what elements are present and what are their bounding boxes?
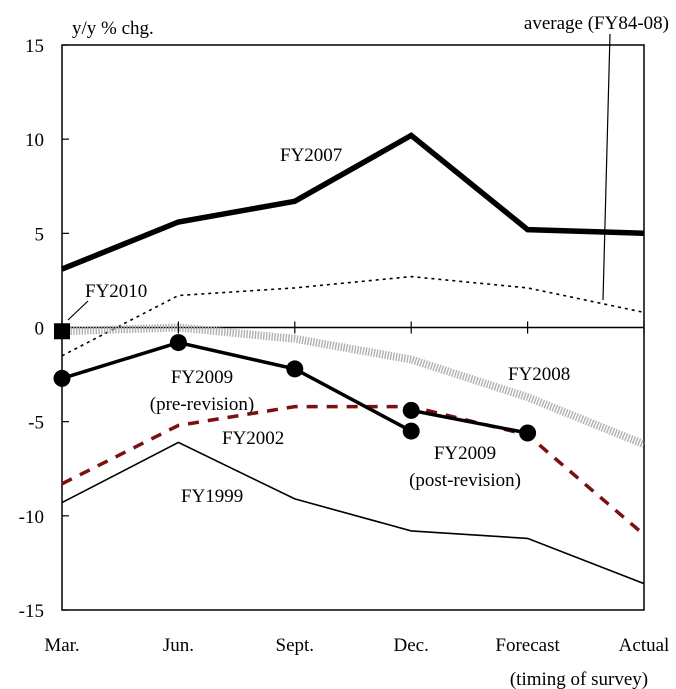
series-label-fy2002: FY2002: [222, 428, 284, 449]
series-line-average-fy84-08: [61, 275, 645, 357]
series-label-average: average (FY84-08): [524, 13, 669, 34]
series-label-fy2007: FY2007: [280, 145, 342, 166]
point-fy2009-pre-revision: [53, 369, 71, 387]
y-tick-label: 5: [35, 224, 45, 245]
y-tick-label: 10: [25, 130, 44, 151]
y-tick-label: 15: [25, 36, 44, 57]
point-fy2009-pre-revision: [286, 360, 304, 378]
x-tick-label: Forecast: [495, 635, 560, 656]
y-tick-label: -15: [19, 601, 44, 622]
series-line-fy2008: [61, 323, 646, 449]
series-label-fy2009-pre: FY2009: [171, 367, 233, 388]
series-line-fy2009-pre-revision: [61, 340, 413, 433]
x-axis-label: (timing of survey): [510, 669, 648, 689]
series-line-fy2002: [61, 404, 646, 537]
x-tick-label: Mar.: [44, 635, 79, 656]
series-line-fy2009-post-revision: [410, 408, 528, 435]
leader-line-average: [602, 33, 611, 301]
leader-line-fy2010: [67, 300, 89, 321]
series-layer: [60, 132, 646, 585]
series-label-fy2009-post: FY2009: [434, 443, 496, 464]
x-tick-label: Actual: [619, 635, 670, 656]
x-tick-label: Dec.: [394, 635, 429, 656]
point-fy2009-post-revision: [519, 424, 537, 442]
y-tick-label: -10: [19, 507, 44, 528]
x-tick-label: Sept.: [276, 635, 315, 656]
series-label-fy2010: FY2010: [85, 281, 147, 302]
series-label-fy2008: FY2008: [508, 364, 570, 385]
series-label-fy2009-pre-note: (pre-revision): [150, 394, 254, 415]
y-tick-label: -5: [28, 413, 44, 434]
x-tick-label: Jun.: [163, 635, 194, 656]
series-label-fy2009-post-note: (post-revision): [409, 470, 521, 491]
y-tick-label: 0: [35, 319, 45, 340]
point-fy2009-pre-revision: [169, 334, 187, 352]
series-line-fy2007: [60, 132, 645, 272]
y-axis-label: y/y % chg.: [72, 18, 154, 39]
point-fy2009-pre-revision: [402, 422, 420, 440]
series-label-fy1999: FY1999: [181, 486, 243, 507]
series-line-fy1999: [61, 441, 645, 585]
point-fy2009-post-revision: [402, 401, 420, 419]
